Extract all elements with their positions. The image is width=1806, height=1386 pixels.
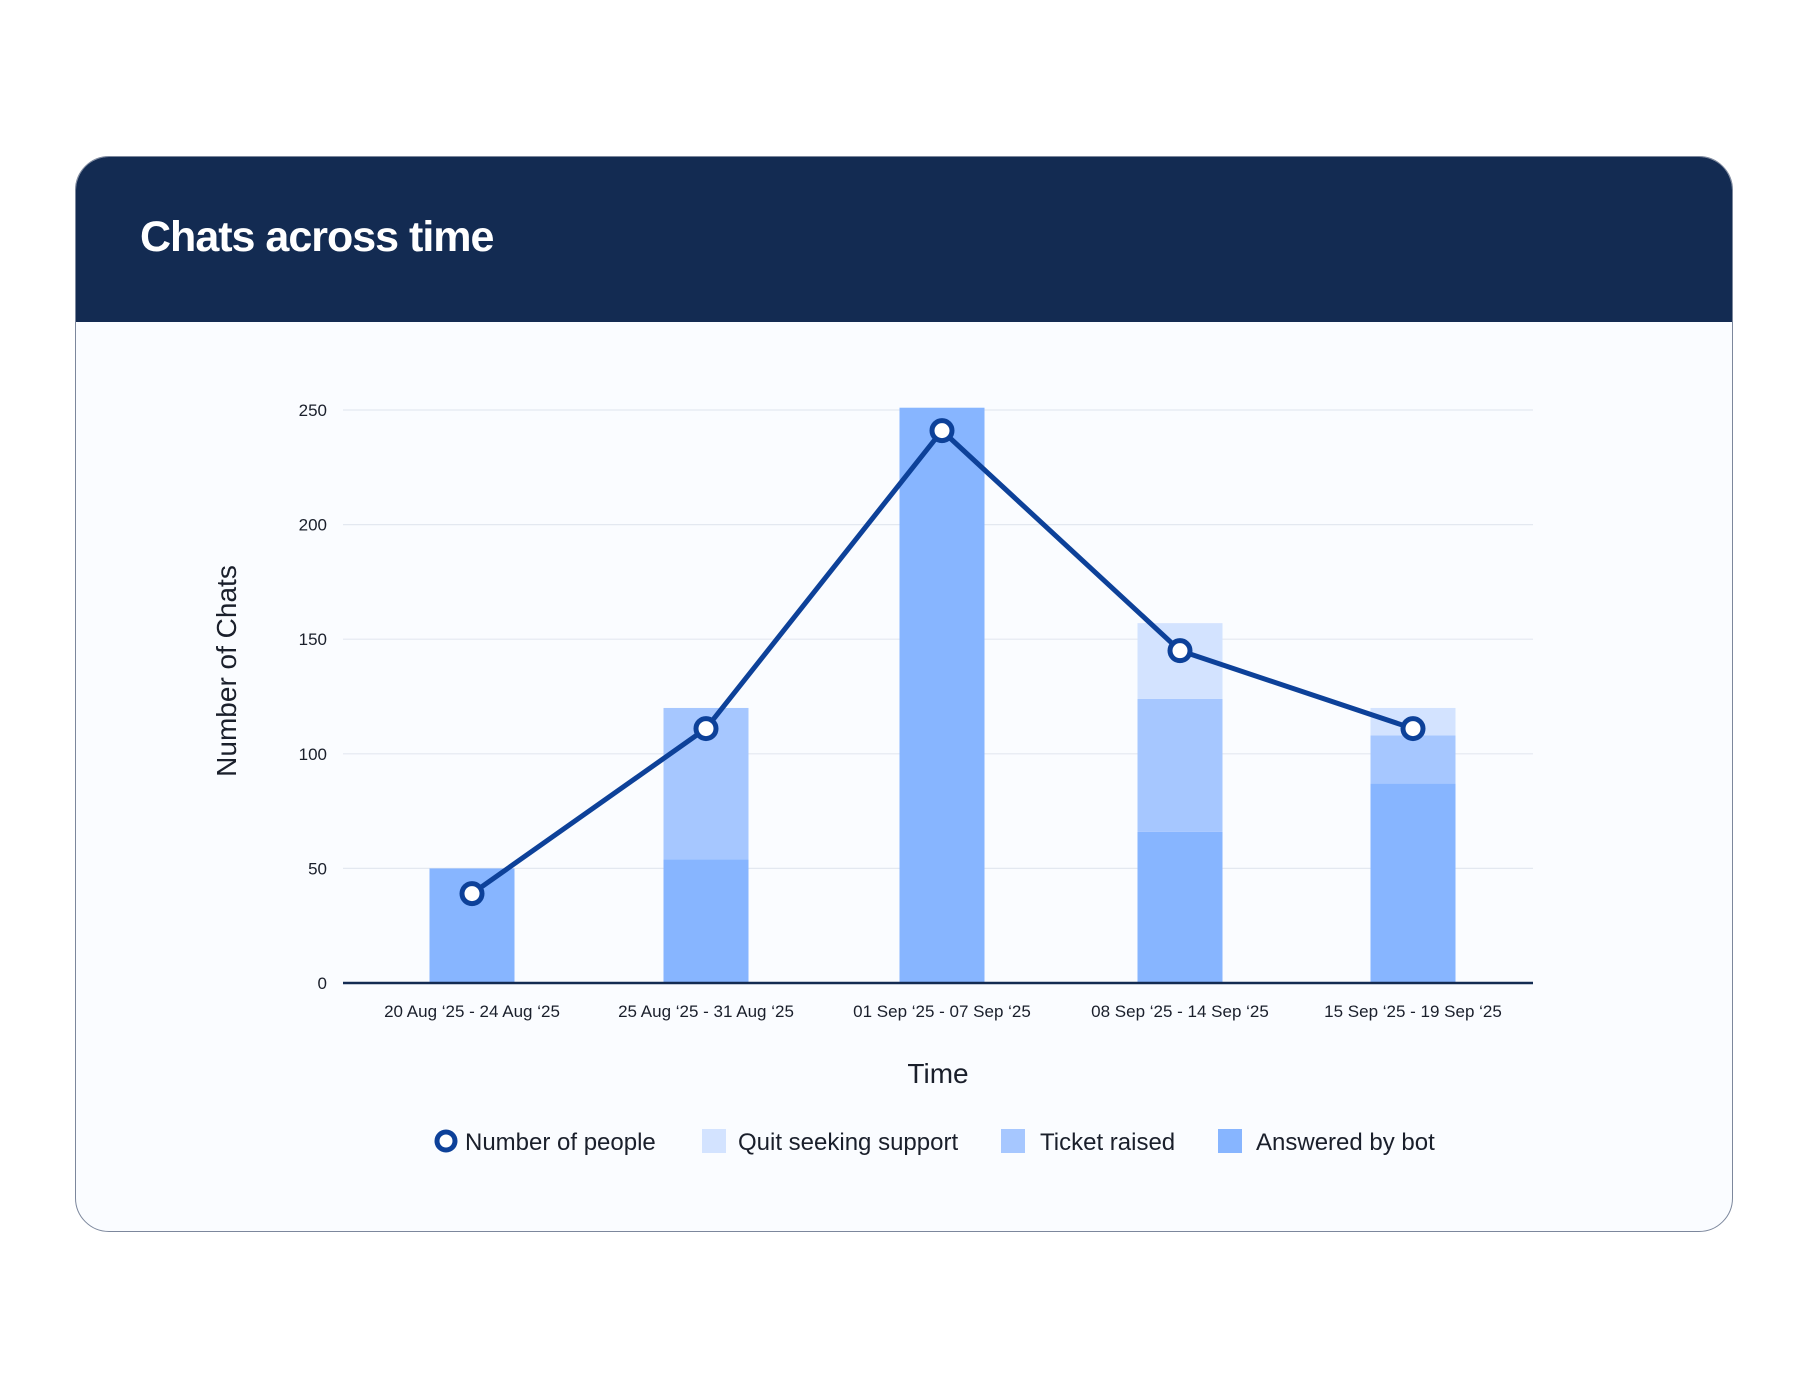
legend-label: Quit seeking support [738, 1129, 958, 1156]
bar-ticket-raised [1137, 698, 1223, 832]
y-tick-labels: 0 50 100 150 200 250 [299, 401, 327, 993]
x-axis-title: Time [907, 1058, 968, 1089]
line-series [459, 418, 1426, 907]
bar-ticket-raised [1370, 735, 1456, 784]
legend-label: Answered by bot [1256, 1129, 1435, 1156]
legend-marker-line [434, 1129, 458, 1153]
legend-label: Ticket raised [1040, 1129, 1175, 1156]
chart-title: Chats across time [140, 213, 494, 261]
legend-marker-bar [702, 1129, 726, 1153]
y-tick-label: 150 [299, 630, 327, 649]
x-tick-label: 15 Sep ‘25 - 19 Sep ‘25 [1324, 1002, 1502, 1021]
legend-marker-bar [1001, 1129, 1025, 1153]
legend-label: Number of people [465, 1129, 656, 1156]
y-tick-label: 50 [308, 859, 327, 878]
y-tick-label: 250 [299, 401, 327, 420]
bar-answered-by-bot [1137, 831, 1223, 983]
y-tick-label: 100 [299, 745, 327, 764]
x-tick-label: 01 Sep ‘25 - 07 Sep ‘25 [853, 1002, 1031, 1021]
people-point [693, 716, 719, 742]
y-tick-label: 0 [318, 974, 327, 993]
x-tick-label: 20 Aug ‘25 - 24 Aug ‘25 [384, 1002, 560, 1021]
y-tick-label: 200 [299, 516, 327, 535]
x-tick-label: 08 Sep ‘25 - 14 Sep ‘25 [1091, 1002, 1269, 1021]
x-tick-labels: 20 Aug ‘25 - 24 Aug ‘25 25 Aug ‘25 - 31 A… [384, 1002, 1502, 1021]
people-point [1400, 716, 1426, 742]
legend: Number of people Quit seeking support Tick… [434, 1129, 1435, 1156]
y-axis-title: Number of Chats [211, 565, 242, 777]
bar-answered-by-bot [899, 407, 985, 983]
legend-marker-bar [1218, 1129, 1242, 1153]
bar-answered-by-bot [663, 859, 749, 983]
people-point [929, 418, 955, 444]
people-point [459, 881, 485, 907]
bars [429, 407, 1456, 983]
card-header: Chats across time [76, 157, 1732, 322]
chart-card: Chats across time [75, 156, 1733, 1232]
x-tick-label: 25 Aug ‘25 - 31 Aug ‘25 [618, 1002, 794, 1021]
people-point [1167, 638, 1193, 664]
bar-answered-by-bot [1370, 783, 1456, 983]
